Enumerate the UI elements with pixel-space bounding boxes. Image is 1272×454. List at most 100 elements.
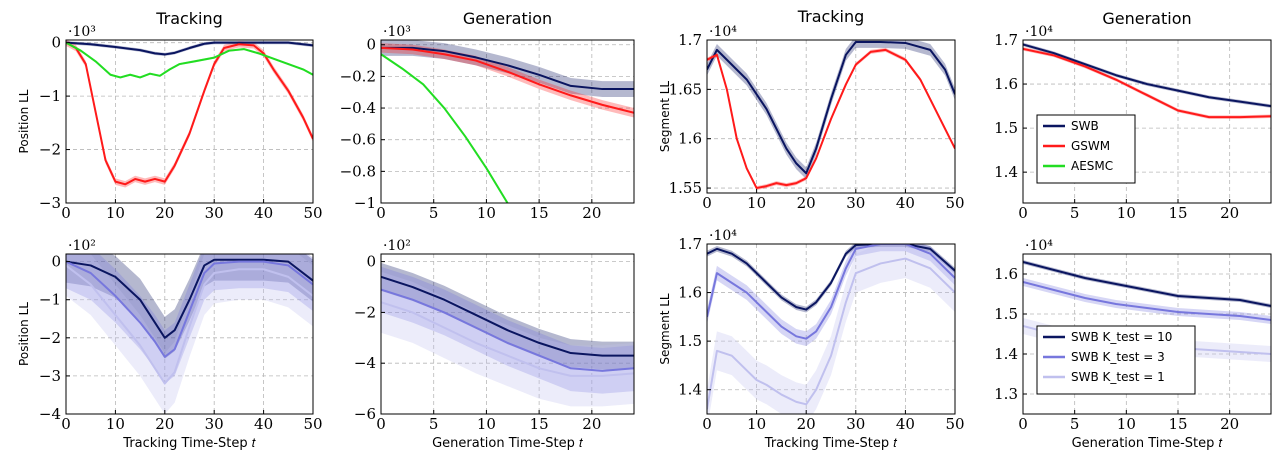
y-tick-label: 1.65 [669,80,702,98]
x-tick-label: 20 [582,415,601,433]
chart-panel-6: 0 5 10 15 20 −6 −4 −2 0 ·10² Generation Time-Step … [354,238,635,451]
plot-area [66,254,313,414]
series-band [1023,42,1271,108]
legend-label: SWB K_test = 1 [1071,370,1165,384]
chart-panel-4: 0 5 10 15 20 1.4 1.5 1.6 1.7 ·10⁴ Generation SWB GSW… [994,9,1272,222]
series-band [66,254,313,359]
plot-frame [706,243,956,415]
y-tick-label: −6 [354,405,376,423]
x-tick-label: 5 [1070,204,1080,222]
axis-exponent: ·10³ [68,24,96,40]
x-tick-label: 20 [582,204,601,222]
series-line [381,46,634,91]
y-tick-label: 1.5 [678,332,702,350]
y-tick-label: 1.6 [994,75,1018,93]
y-tick-label: 0 [366,253,376,271]
y-tick-label: 0 [366,36,376,54]
legend-label: AESMC [1071,159,1113,173]
x-tick-label: 30 [846,194,865,212]
series-line [66,41,313,186]
plot-frame [380,39,635,204]
series-band [66,254,313,384]
x-tick-label: 30 [846,415,865,433]
axis-exponent: ·10² [383,238,411,254]
legend-label: SWB [1071,119,1099,133]
y-tick-label: −0.4 [340,99,376,117]
y-axis-label: Segment LL [658,293,672,365]
series-line [1023,261,1271,307]
series-band [381,43,634,118]
x-tick-label: 30 [205,204,224,222]
series-line [707,257,955,410]
x-tick-label: 15 [530,204,549,222]
plot-frame [1022,253,1272,415]
y-tick-label: 1.7 [678,31,702,49]
plot-area [1023,42,1271,119]
series-line [707,48,955,190]
series-line [381,46,634,114]
y-tick-label: −4 [354,354,376,372]
x-tick-label: 20 [797,415,816,433]
y-tick-label: 1.5 [994,119,1018,137]
y-tick-label: −0.2 [340,67,376,85]
y-tick-label: −0.6 [340,131,376,149]
x-tick-label: 10 [477,204,496,222]
y-tick-label: 1.4 [994,163,1018,181]
y-tick-label: 1.4 [678,381,702,399]
chart-title: Tracking [155,9,223,28]
x-tick-label: 30 [205,415,224,433]
plot-frame [706,39,956,194]
series-line [1023,47,1271,119]
legend-label: SWB K_test = 3 [1071,350,1165,364]
plot-area [707,244,955,414]
x-tick-label: 40 [896,194,915,212]
axis-exponent: ·10⁴ [1025,24,1053,40]
x-tick-label: 40 [254,204,273,222]
x-tick-label: 0 [1018,415,1028,433]
y-tick-label: 1.6 [994,265,1018,283]
y-tick-label: −2 [354,303,376,321]
x-axis-label: Tracking Time-Step 𝑡 [122,436,255,451]
x-axis-label: Generation Time-Step 𝑡 [1072,436,1223,451]
series-line [707,40,955,175]
y-tick-label: −1 [39,87,61,105]
x-tick-label: 10 [747,194,766,212]
chart-panel-5: 0 10 20 30 40 50 −4 −3 −2 −1 0 ·10² Position LL Track… [17,238,323,451]
chart-panel-8: 0 5 10 15 20 1.3 1.4 1.5 1.6 ·10⁴ Generation Time-… [994,238,1272,451]
series-band [1023,260,1271,308]
series-line [1023,43,1271,108]
legend-label: GSWM [1071,139,1110,153]
x-tick-label: 5 [429,204,439,222]
series-line [707,244,955,340]
plot-area [381,262,634,407]
x-tick-label: 15 [530,415,549,433]
y-tick-label: 1.6 [678,130,702,148]
x-tick-label: 0 [376,415,386,433]
y-tick-label: −4 [39,405,61,423]
x-tick-label: 0 [376,204,386,222]
x-tick-label: 10 [1117,204,1136,222]
series-band [707,244,955,346]
chart-title: Generation [1102,9,1191,28]
plot-frame [65,253,314,415]
legend: SWB GSWM AESMC [1036,114,1136,184]
series-band [707,40,955,180]
plot-area [381,40,634,203]
x-tick-label: 40 [254,415,273,433]
y-tick-label: −2 [39,329,61,347]
axis-exponent: ·10⁴ [709,228,737,244]
plot-area [66,40,313,188]
x-tick-label: 20 [155,204,174,222]
x-tick-label: 5 [429,415,439,433]
series-band [707,244,955,313]
y-tick-label: 1.6 [678,284,702,302]
chart-title: Tracking [797,7,865,26]
y-tick-label: −3 [39,367,61,385]
series-line [66,41,313,79]
x-tick-label: 20 [1220,415,1239,433]
x-tick-label: 10 [747,415,766,433]
chart-panel-2: 0 5 10 15 20 −1 −0.8 −0.6 −0.4 −0.2 0 ·10³ Generatio… [340,9,635,222]
series-line [381,53,509,203]
x-tick-label: 40 [896,415,915,433]
